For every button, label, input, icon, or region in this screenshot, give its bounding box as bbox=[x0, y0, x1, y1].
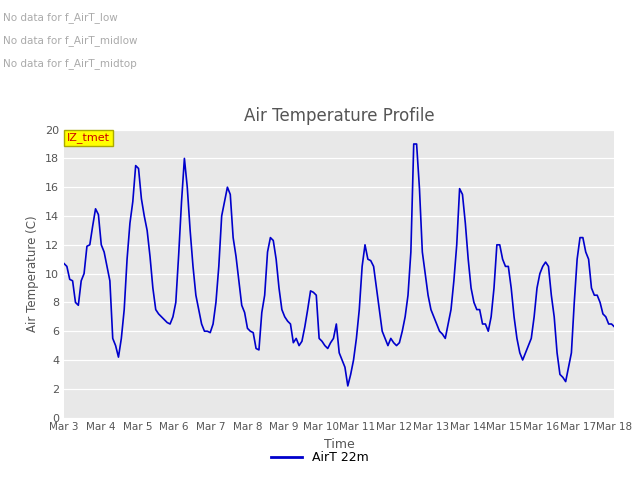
Text: No data for f_AirT_midtop: No data for f_AirT_midtop bbox=[3, 58, 137, 69]
Title: Air Temperature Profile: Air Temperature Profile bbox=[244, 107, 435, 125]
Text: No data for f_AirT_midlow: No data for f_AirT_midlow bbox=[3, 35, 138, 46]
Y-axis label: Air Temperature (C): Air Temperature (C) bbox=[26, 216, 40, 332]
Text: No data for f_AirT_low: No data for f_AirT_low bbox=[3, 12, 118, 23]
Legend: AirT 22m: AirT 22m bbox=[266, 446, 374, 469]
X-axis label: Time: Time bbox=[324, 438, 355, 451]
Text: IZ_tmet: IZ_tmet bbox=[67, 132, 110, 144]
